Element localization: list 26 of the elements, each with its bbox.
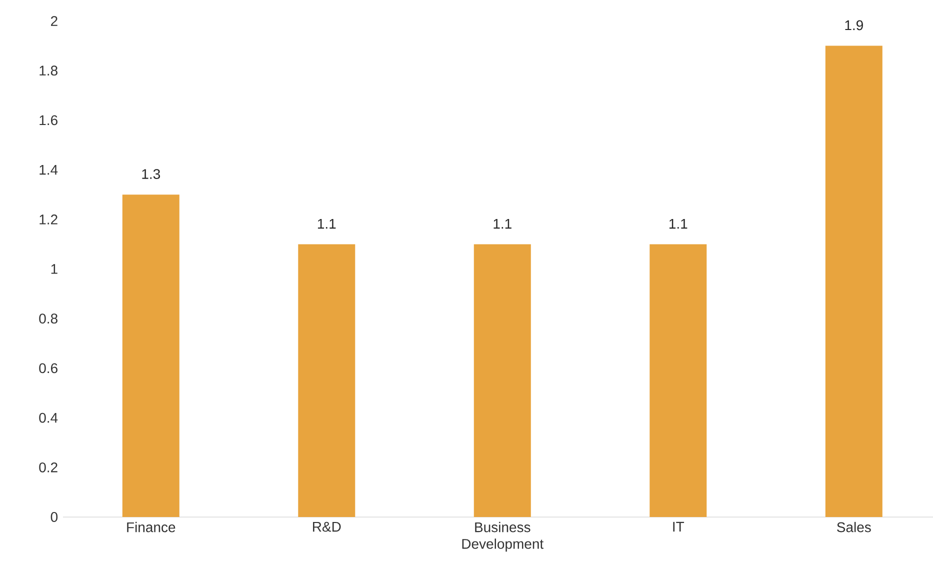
bar — [650, 244, 707, 517]
y-tick-label: 0.4 — [39, 412, 58, 423]
y-tick-label: 1.4 — [40, 164, 58, 175]
y-tick-label: 0.2 — [39, 462, 58, 472]
y-tick-label: 1.8 — [40, 66, 58, 76]
bar — [474, 244, 531, 517]
x-tick-label: IT — [673, 522, 684, 532]
bar — [122, 194, 180, 517]
y-tick-label: 0.8 — [39, 314, 58, 324]
y-tick-label: 1 — [51, 264, 58, 274]
y-tick-label: 1.2 — [40, 214, 58, 224]
data-label: 1.1 — [669, 218, 688, 229]
y-tick-label: 0 — [50, 512, 58, 522]
y-tick-label: 2 — [50, 16, 58, 26]
bar — [825, 46, 882, 517]
data-label: 1.3 — [142, 169, 160, 179]
y-tick-label: 0.6 — [39, 363, 58, 374]
x-tick-label: Business Development — [462, 522, 544, 552]
y-tick-label: 1.6 — [40, 115, 58, 126]
x-tick-label: Sales — [837, 522, 871, 532]
data-label: 1.9 — [845, 20, 863, 30]
bar — [298, 244, 356, 517]
x-tick-label: Finance — [127, 522, 176, 532]
x-tick-label: R&D — [313, 522, 341, 532]
data-label: 1.1 — [318, 218, 336, 229]
data-label: 1.1 — [494, 218, 512, 229]
